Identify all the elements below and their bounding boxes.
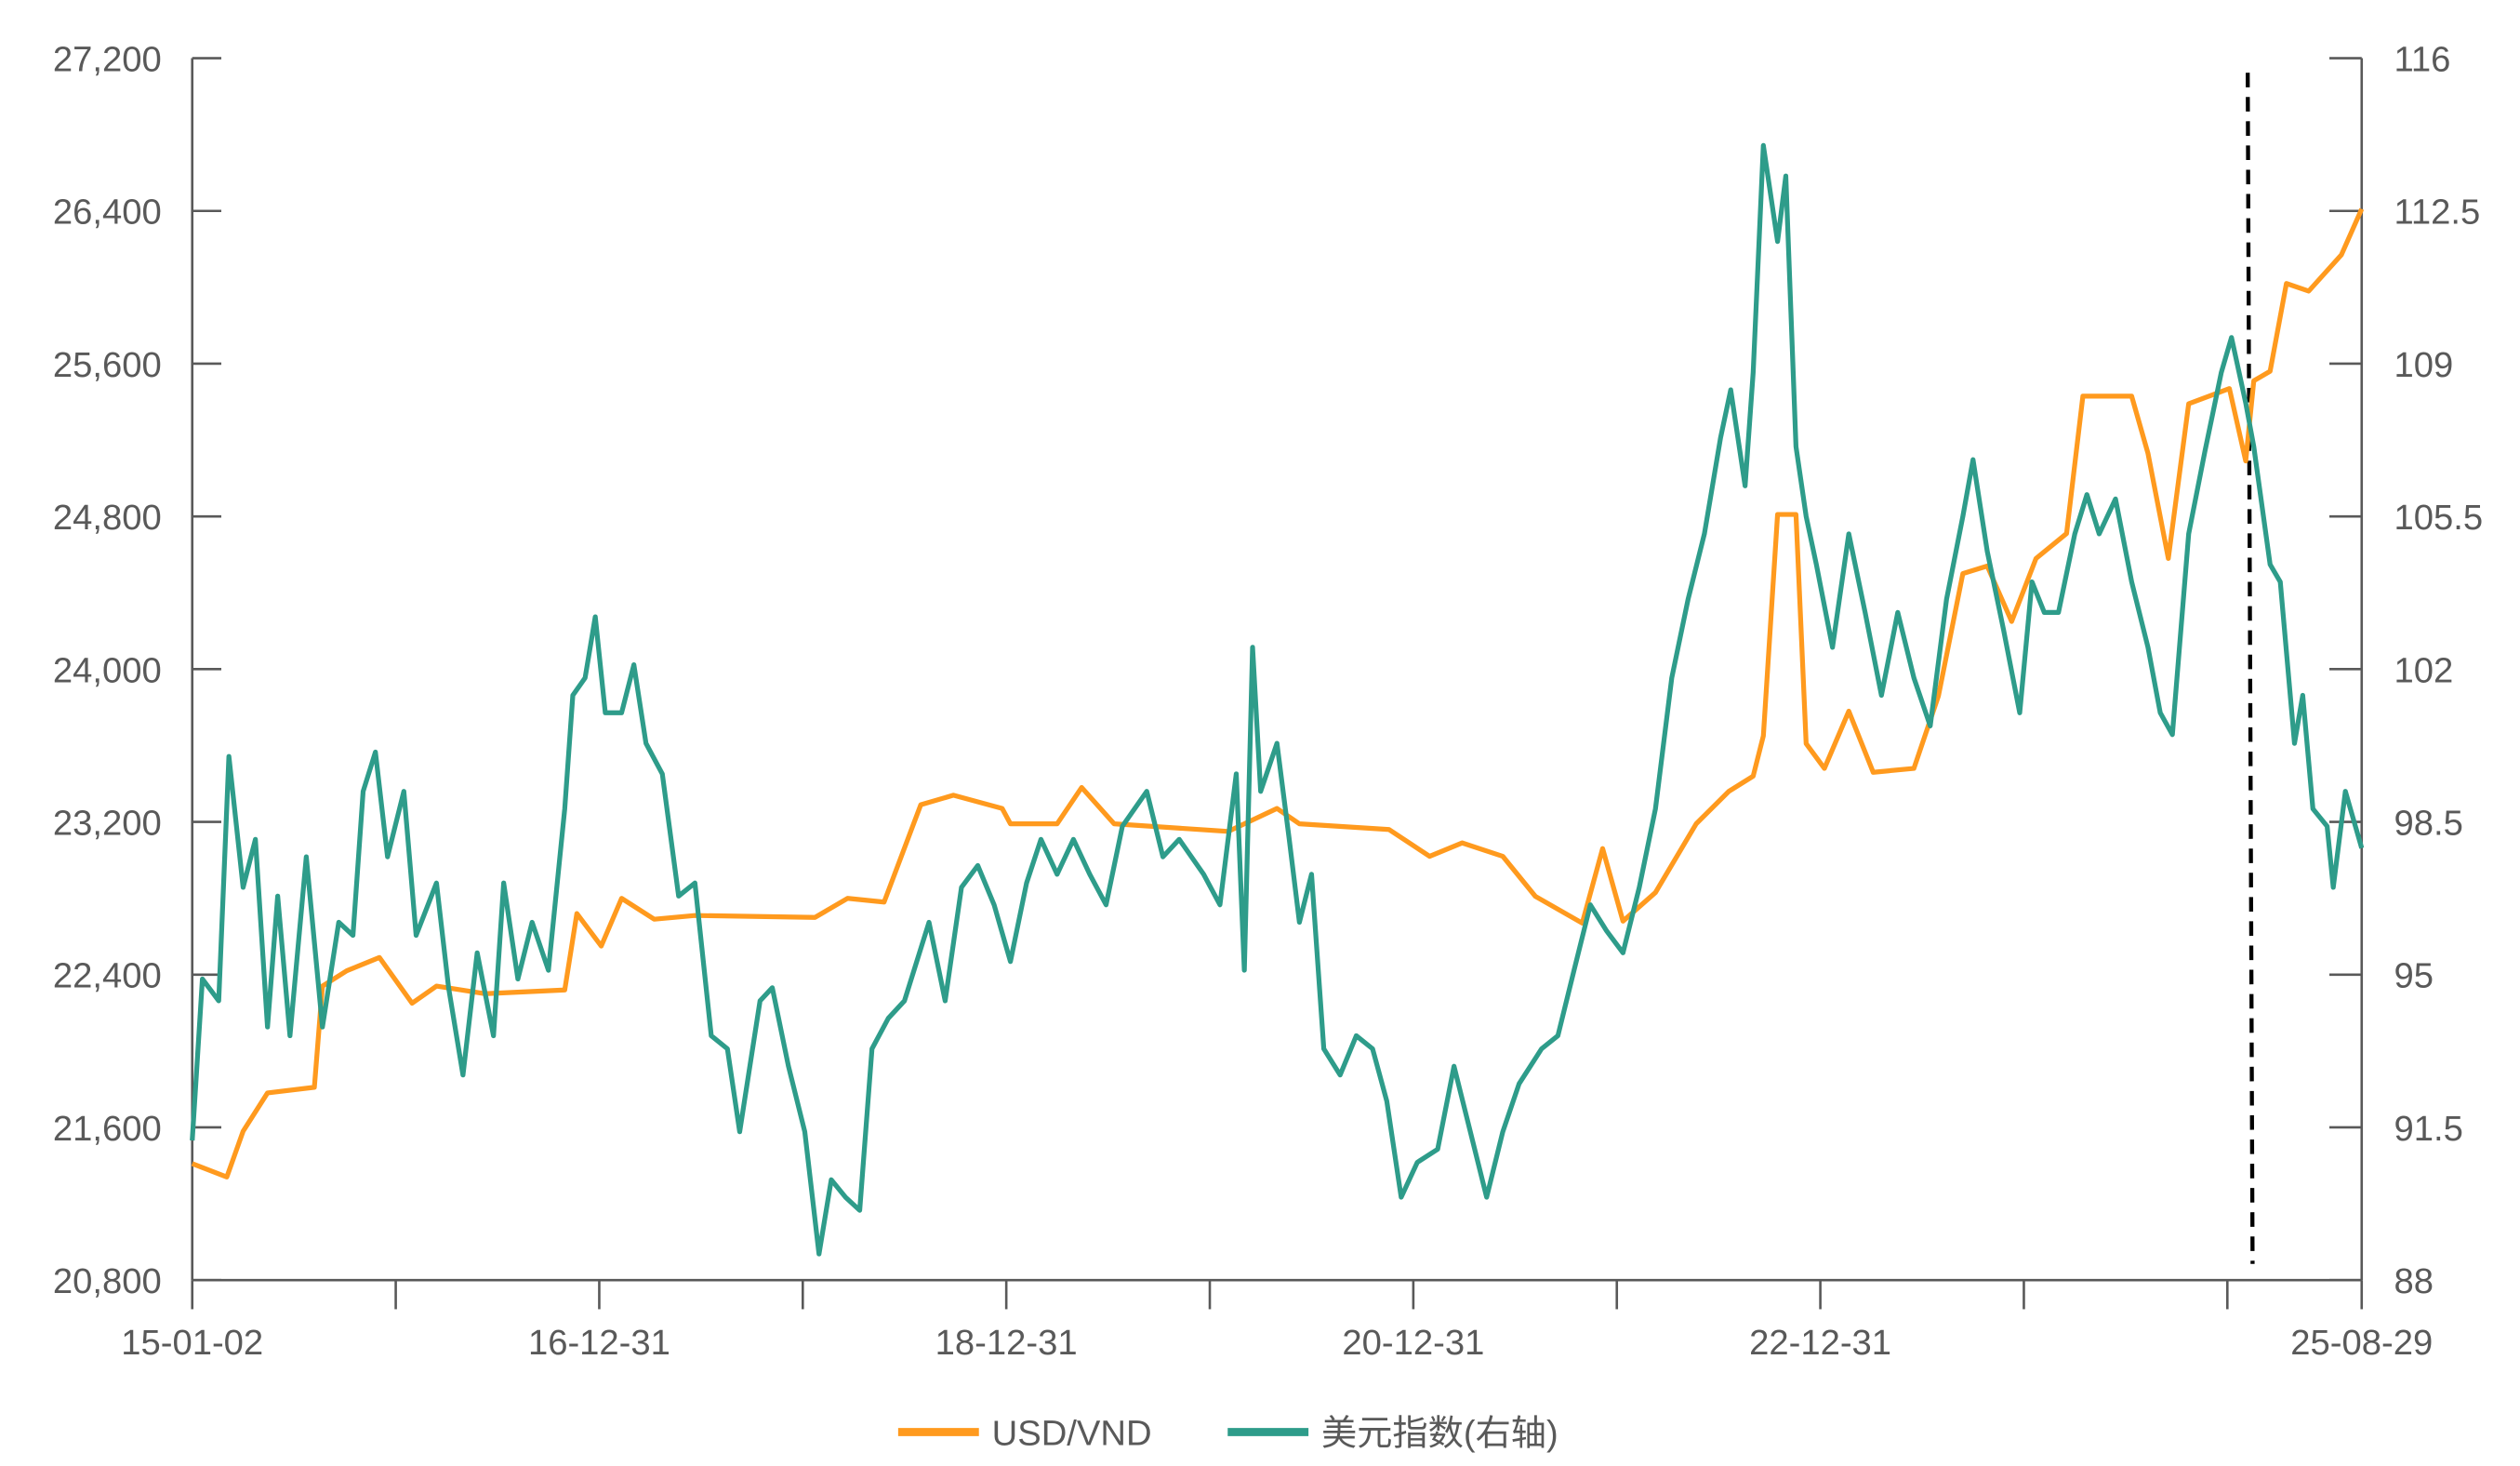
x-tick-label: 25-08-29	[2290, 1323, 2433, 1363]
axes: 20,800 21,600 22,400 23,200 24,000 24,800 25,6…	[53, 39, 2483, 1363]
left-tick-label: 26,400	[53, 193, 162, 233]
legend-label-usd-vnd: USD/VND	[992, 1413, 1152, 1453]
x-tick-label: 18-12-31	[935, 1323, 1078, 1363]
right-tick-label: 105.5	[2394, 498, 2484, 538]
right-tick-label: 112.5	[2394, 193, 2481, 233]
x-tick-label: 22-12-31	[1749, 1323, 1891, 1363]
right-tick-label: 88	[2394, 1261, 2434, 1301]
dollar-index-line	[190, 142, 2365, 1257]
x-tick-label: 15-01-02	[121, 1323, 263, 1363]
right-tick-label: 91.5	[2394, 1109, 2463, 1149]
left-tick-label: 23,200	[53, 803, 162, 843]
left-tick-label: 21,600	[53, 1109, 162, 1149]
left-tick-label: 22,400	[53, 956, 162, 996]
legend-label-dollar-index: 美元指数(右轴)	[1321, 1413, 1558, 1453]
right-tick-label: 109	[2394, 345, 2454, 385]
usd-vnd-line	[191, 207, 2365, 1179]
x-tick-label: 20-12-31	[1342, 1323, 1484, 1363]
right-tick-label: 116	[2394, 39, 2451, 79]
x-tick-label: 16-12-31	[528, 1323, 670, 1363]
series-lines	[190, 142, 2365, 1257]
left-tick-label: 20,800	[53, 1261, 162, 1301]
left-tick-label: 24,800	[53, 498, 162, 538]
right-tick-label: 98.5	[2394, 803, 2463, 843]
left-tick-label: 27,200	[53, 39, 162, 79]
left-tick-label: 24,000	[53, 650, 162, 690]
right-tick-label: 95	[2394, 956, 2434, 996]
left-tick-label: 25,600	[53, 345, 162, 385]
legend: USD/VND 美元指数(右轴)	[897, 1413, 1558, 1453]
marker-dashed-line	[2246, 73, 2255, 1264]
right-tick-label: 102	[2394, 650, 2454, 690]
